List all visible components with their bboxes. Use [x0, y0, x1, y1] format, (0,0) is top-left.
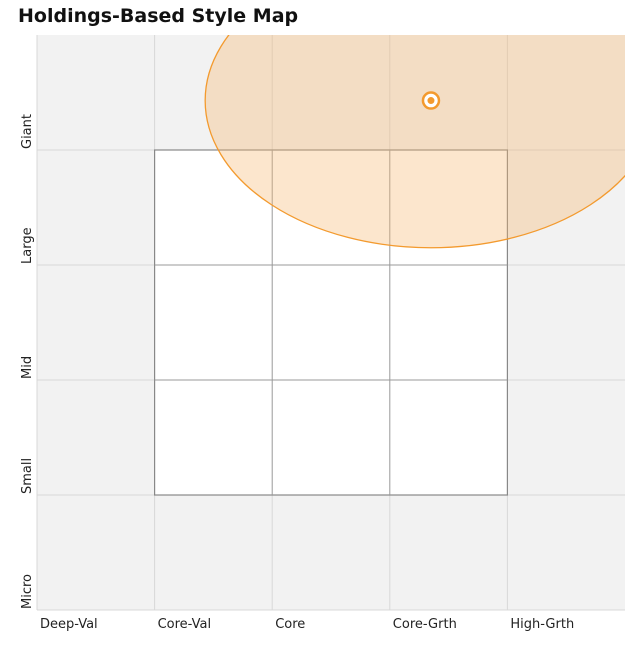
x-tick-label: Core-Val [158, 617, 211, 632]
style-box [154, 149, 508, 496]
y-tick-label: Micro [20, 574, 35, 609]
y-tick-label: Giant [20, 114, 35, 149]
y-tick-label: Small [20, 458, 35, 494]
x-tick-label: Core [275, 617, 305, 632]
x-tick-label: Core-Grth [393, 617, 457, 632]
centroid-dot [427, 97, 435, 105]
chart-title: Holdings-Based Style Map [18, 5, 298, 27]
zone-group [204, 35, 625, 249]
x-tick-label: Deep-Val [40, 617, 98, 632]
ownership-zone [204, 35, 625, 249]
y-tick-label: Mid [20, 356, 35, 379]
y-tick-label: Large [20, 227, 35, 264]
x-tick-label: High-Grth [510, 617, 574, 632]
